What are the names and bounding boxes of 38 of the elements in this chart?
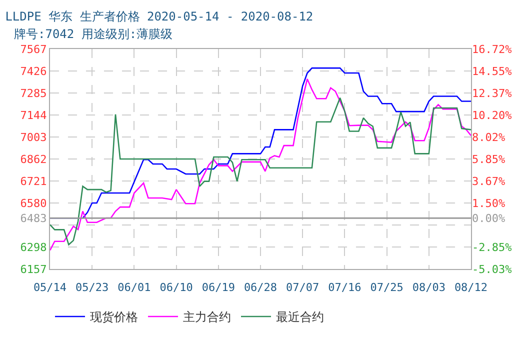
legend-label: 现货价格 xyxy=(90,310,138,324)
x-tick-label: 05/14 xyxy=(33,281,67,294)
y-tick-label: 6580 xyxy=(20,196,47,210)
y-tick-label: 6862 xyxy=(20,152,47,166)
x-tick-label: 06/28 xyxy=(244,281,278,294)
y-tick-label: 6298 xyxy=(20,240,47,254)
x-tick-label: 05/23 xyxy=(76,281,109,294)
chart-subtitle: 牌号:7042 用途级别:薄膜级 xyxy=(14,27,173,41)
y-tick-label: 7567 xyxy=(20,42,47,56)
x-tick-label: 07/07 xyxy=(286,281,320,294)
x-tick-label: 06/10 xyxy=(160,281,193,294)
y-tick-label: 7144 xyxy=(20,108,48,122)
y2-tick-label: -5.03% xyxy=(472,262,512,276)
y-tick-label: 7426 xyxy=(20,64,47,78)
x-tick-label: 06/01 xyxy=(118,281,151,294)
y2-tick-label: 8.02% xyxy=(472,130,506,144)
y2-tick-label: 5.85% xyxy=(472,152,506,166)
y2-tick-label: 1.50% xyxy=(472,196,506,210)
chart-title: LLDPE 华东 生产者价格 2020-05-14 - 2020-08-12 xyxy=(5,10,314,24)
y2-tick-label: 10.20% xyxy=(472,108,512,122)
y-tick-label: 6157 xyxy=(20,262,47,276)
x-tick-label: 07/16 xyxy=(328,281,362,294)
y-tick-label: 6483 xyxy=(20,212,47,225)
y2-tick-label: -2.85% xyxy=(472,240,512,254)
y-tick-label: 7003 xyxy=(20,130,47,144)
y-tick-label: 7285 xyxy=(20,86,47,100)
y2-tick-label: 12.37% xyxy=(472,86,512,100)
x-tick-label: 07/25 xyxy=(370,281,404,294)
x-tick-label: 06/19 xyxy=(202,281,235,294)
legend-label: 主力合约 xyxy=(183,310,231,324)
x-tick-label: 08/12 xyxy=(454,281,488,294)
x-tick-label: 08/03 xyxy=(412,281,446,294)
y2-tick-label: 14.55% xyxy=(472,64,512,78)
y2-tick-label: 0.00% xyxy=(472,212,506,225)
y-tick-label: 6721 xyxy=(20,174,47,188)
y2-tick-label: 3.67% xyxy=(472,174,506,188)
y2-tick-label: 16.72% xyxy=(472,42,512,56)
legend-label: 最近合约 xyxy=(276,310,324,324)
